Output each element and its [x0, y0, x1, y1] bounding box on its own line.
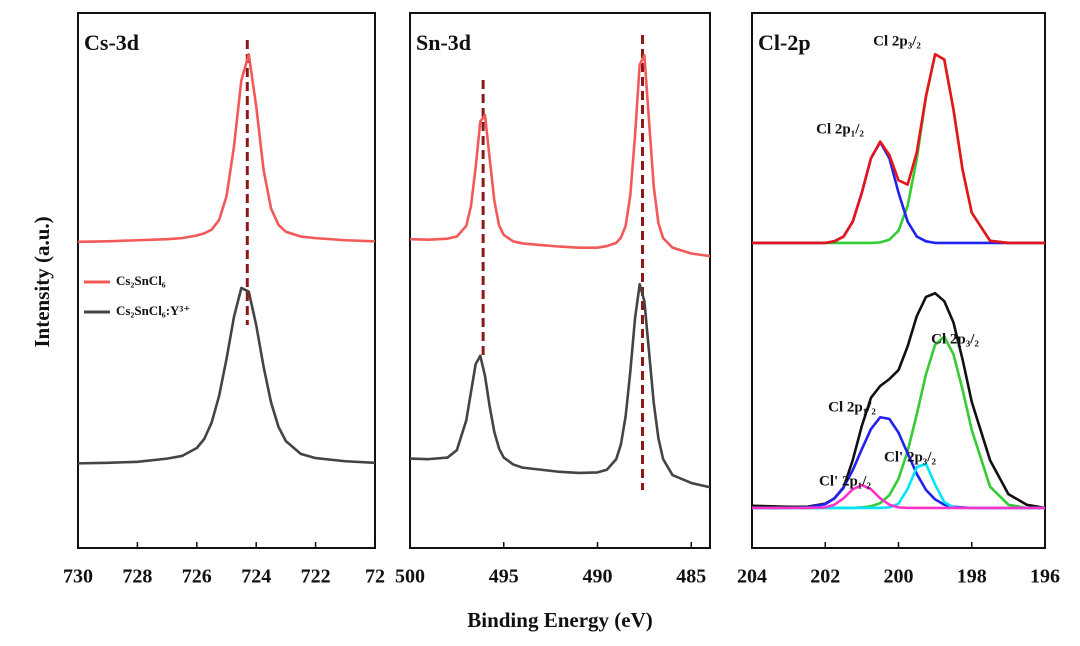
peak-label: Cl 2p₁/₂ [828, 399, 876, 415]
x-axis-label: Binding Energy (eV) [467, 608, 653, 632]
peak-label: Cl 2p₃/₂ [931, 331, 979, 347]
spectrum-line [752, 483, 1045, 510]
spectrum-line [752, 52, 1045, 245]
x-tick-label: 726 [182, 566, 212, 588]
x-tick-label: 200 [884, 566, 914, 588]
panel-title: Cl-2p [758, 30, 811, 55]
spectrum-line [409, 282, 711, 489]
x-tick-label: 490 [583, 566, 613, 588]
peak-label: Cl 2p₁/₂ [816, 121, 864, 137]
x-tick-label: 202 [810, 566, 840, 588]
peak-label: Cl 2p₃/₂ [873, 33, 921, 49]
spectrum-line [409, 53, 711, 258]
x-tick-label: 495 [489, 566, 519, 588]
panel-title: Sn-3d [416, 30, 471, 55]
panel-title: Cs-3d [84, 30, 139, 55]
x-tick-label: 204 [737, 566, 767, 588]
x-tick-label: 485 [676, 566, 706, 588]
panel-frame [751, 12, 1046, 549]
spectrum-line [77, 286, 376, 465]
x-tick-label: 72 [365, 566, 385, 588]
x-tick-label: 728 [122, 566, 152, 588]
panel-frame [409, 12, 711, 549]
x-tick-label: 722 [301, 566, 331, 588]
spectrum-line [77, 52, 376, 244]
x-tick-label: 196 [1030, 566, 1060, 588]
y-axis-label: Intensity (a.u.) [30, 216, 54, 347]
x-tick-label: 724 [241, 566, 271, 588]
legend-label: Cs₂SnCl₆:Y³⁺ [116, 303, 190, 318]
x-tick-label: 500 [395, 566, 425, 588]
x-tick-label: 198 [957, 566, 987, 588]
peak-label: Cl' 2p₁/₂ [819, 473, 871, 489]
x-tick-label: 730 [63, 566, 93, 588]
peak-label: Cl' 2p₃/₂ [884, 449, 936, 465]
legend-label: Cs₂SnCl₆ [116, 273, 166, 288]
panel-frame [77, 12, 376, 549]
spectrum-line [752, 52, 1045, 245]
spectrum-line [752, 462, 1045, 510]
